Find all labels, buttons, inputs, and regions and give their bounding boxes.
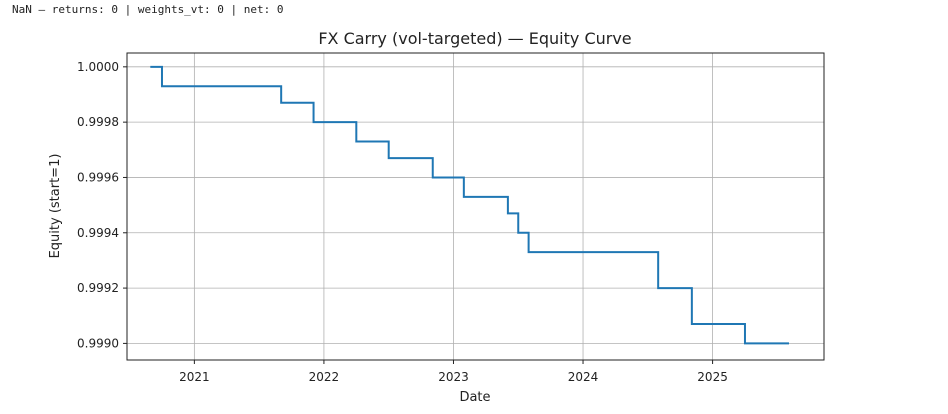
x-tick-label: 2025: [697, 370, 728, 384]
grid-layer: [127, 53, 824, 360]
y-tick-label: 0.9994: [77, 226, 119, 240]
y-tick-label: 0.9990: [77, 336, 119, 350]
x-tick-label: 2023: [438, 370, 469, 384]
x-axis-label: Date: [459, 390, 490, 405]
y-tick-label: 0.9996: [77, 170, 119, 184]
y-tick-label: 0.9992: [77, 281, 119, 295]
x-tick-label: 2021: [179, 370, 210, 384]
chart-title: FX Carry (vol-targeted) — Equity Curve: [318, 29, 631, 48]
y-tick-label: 0.9998: [77, 115, 119, 129]
equity-line: [150, 65, 790, 345]
console-output: NaN — returns: 0 | weights_vt: 0 | net: …: [12, 3, 284, 16]
x-tick-label: 2022: [309, 370, 340, 384]
x-tick-label: 2024: [568, 370, 599, 384]
y-axis-label: Equity (start=1): [48, 154, 63, 259]
plot-frame: [126, 52, 825, 361]
series-layer: [150, 65, 790, 345]
tick-layer: 2021 2022 2023 2024 2025 0.9990 0.9992 0.9994 0.…: [77, 60, 728, 384]
y-tick-label: 1.0000: [77, 60, 119, 74]
